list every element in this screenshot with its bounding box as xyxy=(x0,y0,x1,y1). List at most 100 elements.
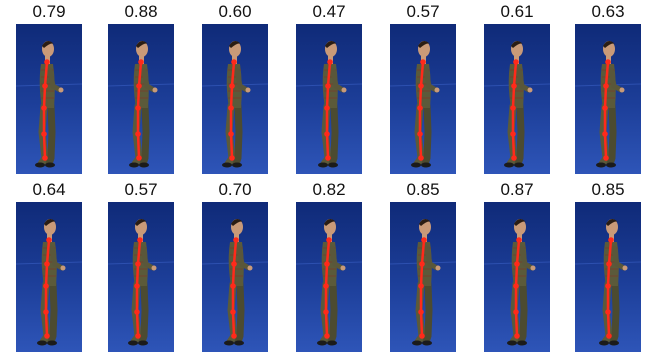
skeleton-joint xyxy=(513,283,519,289)
skeleton-joint xyxy=(325,83,331,89)
skeleton-joint xyxy=(44,333,50,339)
skeleton-joint xyxy=(419,261,425,267)
pose-skeleton-overlay xyxy=(324,59,333,161)
confidence-score: 0.64 xyxy=(32,180,66,199)
confidence-score: 0.61 xyxy=(500,2,534,21)
skeleton-joint xyxy=(228,131,234,137)
skeleton-joint xyxy=(418,309,424,315)
skeleton-joint xyxy=(230,309,236,315)
skeleton-joint xyxy=(134,283,140,289)
skeleton-joint xyxy=(418,155,424,161)
video-frame-image xyxy=(296,24,362,174)
pose-skeleton-overlay xyxy=(510,59,519,161)
skeleton-joint xyxy=(134,309,140,315)
skeleton-joint xyxy=(136,155,142,161)
skeleton-joint xyxy=(513,309,519,315)
skeleton-joint xyxy=(323,309,329,315)
pose-frame-1-2: 0.88 xyxy=(102,2,180,178)
skeleton-joint xyxy=(327,59,333,65)
skeleton-joint xyxy=(228,105,234,111)
skeleton-joint xyxy=(511,155,517,161)
skeleton-joint xyxy=(417,105,423,111)
skeleton-joint xyxy=(516,237,522,243)
skeleton-joint xyxy=(324,131,330,137)
skeleton-joint xyxy=(323,283,329,289)
video-frame-image xyxy=(202,202,268,352)
pose-frame-1-5: 0.57 xyxy=(384,2,462,178)
video-frame-image xyxy=(108,202,174,352)
skeleton-joint xyxy=(513,59,519,65)
pose-skeleton-overlay xyxy=(418,237,427,339)
pose-frame-2-7: 0.85 xyxy=(569,180,647,356)
skeleton-joint xyxy=(417,131,423,137)
skeleton-joint xyxy=(603,83,609,89)
skeleton-joint xyxy=(231,59,237,65)
skeleton-joint xyxy=(324,261,330,267)
skeleton-joint xyxy=(602,105,608,111)
skeleton-joint xyxy=(418,83,424,89)
pose-frame-2-3: 0.70 xyxy=(196,180,274,356)
skeleton-joint xyxy=(230,283,236,289)
confidence-score: 0.85 xyxy=(591,180,625,199)
skeleton-joint xyxy=(608,237,614,243)
pose-skeleton-overlay xyxy=(43,237,52,339)
skeleton-joint xyxy=(420,59,426,65)
skeleton-joint xyxy=(138,59,144,65)
pose-frame-1-6: 0.61 xyxy=(478,2,556,178)
confidence-score: 0.57 xyxy=(124,180,158,199)
skeleton-joint xyxy=(44,59,50,65)
video-frame-image xyxy=(16,202,82,352)
skeleton-joint xyxy=(605,59,611,65)
skeleton-joint xyxy=(605,309,611,315)
confidence-score: 0.88 xyxy=(124,2,158,21)
confidence-score: 0.47 xyxy=(312,2,346,21)
skeleton-joint xyxy=(42,83,48,89)
skeleton-joint xyxy=(233,237,239,243)
skeleton-joint xyxy=(43,283,49,289)
skeleton-joint xyxy=(514,261,520,267)
skeleton-joint xyxy=(46,237,52,243)
skeleton-joint xyxy=(135,333,141,339)
pose-skeleton-overlay xyxy=(228,59,237,161)
skeleton-joint xyxy=(41,105,47,111)
skeleton-joint xyxy=(137,237,143,243)
pose-frame-2-2: 0.57 xyxy=(102,180,180,356)
confidence-score: 0.70 xyxy=(218,180,252,199)
skeleton-joint xyxy=(135,105,141,111)
confidence-score: 0.57 xyxy=(406,2,440,21)
confidence-score: 0.63 xyxy=(591,2,625,21)
skeleton-joint xyxy=(42,155,48,161)
skeleton-joint xyxy=(44,261,50,267)
pose-skeleton-overlay xyxy=(513,237,522,339)
confidence-score: 0.85 xyxy=(406,180,440,199)
skeleton-joint xyxy=(419,333,425,339)
pose-skeleton-overlay xyxy=(134,237,143,339)
confidence-score: 0.79 xyxy=(32,2,66,21)
skeleton-joint xyxy=(41,131,47,137)
skeleton-joint xyxy=(326,237,332,243)
skeleton-joint xyxy=(231,261,237,267)
confidence-score: 0.60 xyxy=(218,2,252,21)
skeleton-joint xyxy=(43,309,49,315)
pose-skeleton-overlay xyxy=(417,59,426,161)
video-frame-image xyxy=(575,24,641,174)
skeleton-joint xyxy=(606,333,612,339)
video-frame-image xyxy=(16,24,82,174)
skeleton-joint xyxy=(135,131,141,137)
skeleton-joint xyxy=(135,261,141,267)
pose-skeleton-overlay xyxy=(602,59,611,161)
pose-skeleton-overlay xyxy=(135,59,144,161)
pose-skeleton-overlay xyxy=(323,237,332,339)
video-frame-image xyxy=(296,202,362,352)
pose-frame-1-4: 0.47 xyxy=(290,2,368,178)
pose-skeleton-overlay xyxy=(230,237,239,339)
pose-frame-2-6: 0.87 xyxy=(478,180,556,356)
pose-frame-2-1: 0.64 xyxy=(10,180,88,356)
confidence-score: 0.82 xyxy=(312,180,346,199)
video-frame-image xyxy=(202,24,268,174)
skeleton-joint xyxy=(136,83,142,89)
pose-frame-2-4: 0.82 xyxy=(290,180,368,356)
skeleton-joint xyxy=(229,155,235,161)
skeleton-joint xyxy=(421,237,427,243)
